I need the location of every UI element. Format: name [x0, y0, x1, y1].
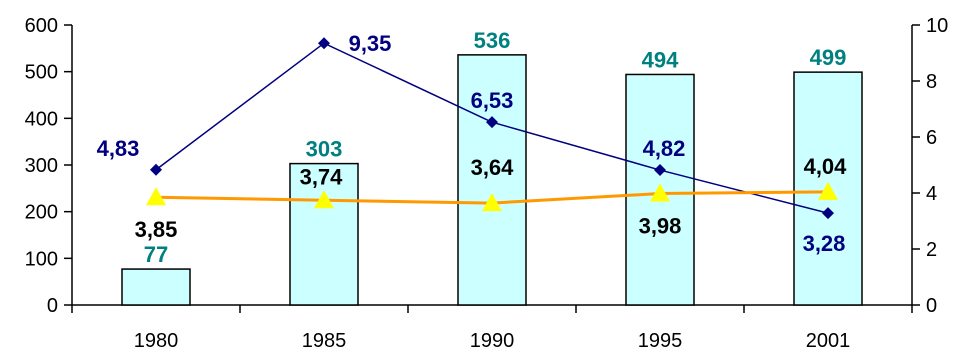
x-tick-label: 1980	[134, 330, 179, 352]
diamond-marker	[486, 116, 498, 129]
triangle-value-label: 3,85	[135, 217, 178, 242]
bar-value-label: 303	[306, 137, 343, 162]
diamond-marker	[318, 37, 330, 50]
bar-value-label: 536	[474, 28, 511, 53]
y-left-tick-label: 500	[25, 62, 58, 84]
bar	[121, 268, 191, 306]
x-tick-label: 1985	[302, 330, 347, 352]
triangle-marker	[146, 187, 166, 206]
y-right-tick-label: 2	[926, 239, 937, 261]
y-left-tick-label: 400	[25, 108, 58, 130]
bar-value-label: 77	[144, 242, 168, 267]
diamond-value-label: 4,82	[643, 136, 686, 161]
y-right-tick-label: 10	[926, 15, 948, 37]
bar-value-label: 499	[810, 45, 847, 70]
triangle-marker	[314, 190, 334, 209]
triangle-value-label: 4,04	[804, 154, 848, 179]
line-series	[146, 37, 838, 220]
diamond-value-label: 4,83	[97, 136, 140, 161]
triangle-value-label: 3,98	[639, 214, 682, 239]
diamond-value-label: 3,28	[803, 231, 846, 256]
diamond-marker	[822, 207, 834, 220]
x-tick-label: 1990	[470, 330, 515, 352]
bar	[289, 162, 359, 306]
triangle-value-label: 3,64	[471, 155, 515, 180]
y-left-tick-label: 300	[25, 155, 58, 177]
triangle-marker	[482, 193, 502, 212]
y-left-tick-label: 600	[25, 15, 58, 37]
triangle-marker	[650, 183, 670, 202]
y-left-tick-label: 0	[47, 295, 58, 317]
y-right-tick-label: 6	[926, 127, 937, 149]
diamond-value-label: 6,53	[471, 88, 514, 113]
triangle-marker	[818, 181, 838, 200]
triangle-value-label: 3,74	[300, 164, 344, 189]
y-right-tick-label: 0	[926, 295, 937, 317]
y-left-tick-label: 100	[25, 248, 58, 270]
diamond-marker	[150, 163, 162, 176]
diamond-value-label: 9,35	[349, 31, 392, 56]
diamond-marker	[654, 164, 666, 177]
data-labels: 77 303 536 494 499 4,83 9,35 6,53 4,82 3,28 3,85 3,…	[97, 28, 848, 267]
y-right-tick-label: 4	[926, 183, 937, 205]
y-left-tick-label: 200	[25, 202, 58, 224]
y-right-tick-label: 8	[926, 71, 937, 93]
bar	[457, 54, 527, 306]
x-tick-label: 2001	[806, 330, 851, 352]
axes: 0 100 200 300 400 500 600 0 2 4 6 8 10 1980 1985 1990 19…	[25, 15, 949, 352]
bar-value-label: 494	[642, 47, 679, 72]
x-tick-label: 1995	[638, 330, 683, 352]
bar-series	[121, 54, 863, 306]
